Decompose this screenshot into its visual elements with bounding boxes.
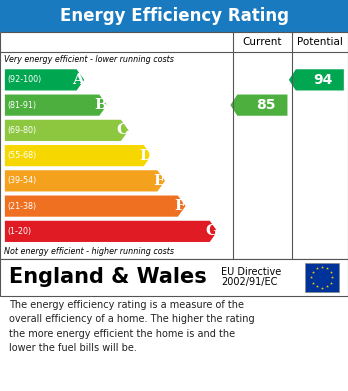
Text: 85: 85 — [256, 98, 276, 112]
Polygon shape — [5, 221, 218, 242]
Polygon shape — [5, 120, 129, 141]
Text: (81-91): (81-91) — [8, 100, 37, 109]
Text: B: B — [95, 98, 108, 112]
Text: Energy Efficiency Rating: Energy Efficiency Rating — [60, 7, 288, 25]
Text: D: D — [139, 149, 152, 163]
Text: (39-54): (39-54) — [8, 176, 37, 185]
Text: (21-38): (21-38) — [8, 202, 37, 211]
Polygon shape — [5, 95, 107, 116]
Text: Potential: Potential — [297, 37, 343, 47]
Text: E: E — [153, 174, 165, 188]
Text: EU Directive: EU Directive — [221, 267, 281, 277]
Bar — [0, 32, 348, 259]
Polygon shape — [289, 69, 344, 90]
Text: Not energy efficient - higher running costs: Not energy efficient - higher running co… — [4, 247, 174, 256]
Text: A: A — [72, 73, 84, 87]
Bar — [0, 259, 348, 296]
Text: England & Wales: England & Wales — [9, 267, 206, 287]
Text: Very energy efficient - lower running costs: Very energy efficient - lower running co… — [4, 55, 174, 65]
Polygon shape — [5, 69, 84, 90]
Bar — [304, 263, 339, 292]
Text: G: G — [205, 224, 218, 239]
Text: (69-80): (69-80) — [8, 126, 37, 135]
Text: C: C — [117, 124, 129, 137]
Polygon shape — [230, 95, 287, 116]
Polygon shape — [5, 170, 165, 192]
Bar — [0, 0, 348, 32]
Polygon shape — [5, 196, 185, 217]
Text: Current: Current — [243, 37, 282, 47]
Text: The energy efficiency rating is a measure of the
overall efficiency of a home. T: The energy efficiency rating is a measur… — [9, 300, 254, 353]
Polygon shape — [5, 145, 151, 166]
Text: 2002/91/EC: 2002/91/EC — [221, 278, 277, 287]
Text: (55-68): (55-68) — [8, 151, 37, 160]
Text: (92-100): (92-100) — [8, 75, 42, 84]
Text: 94: 94 — [314, 73, 333, 87]
Text: F: F — [174, 199, 185, 213]
Text: (1-20): (1-20) — [8, 227, 32, 236]
